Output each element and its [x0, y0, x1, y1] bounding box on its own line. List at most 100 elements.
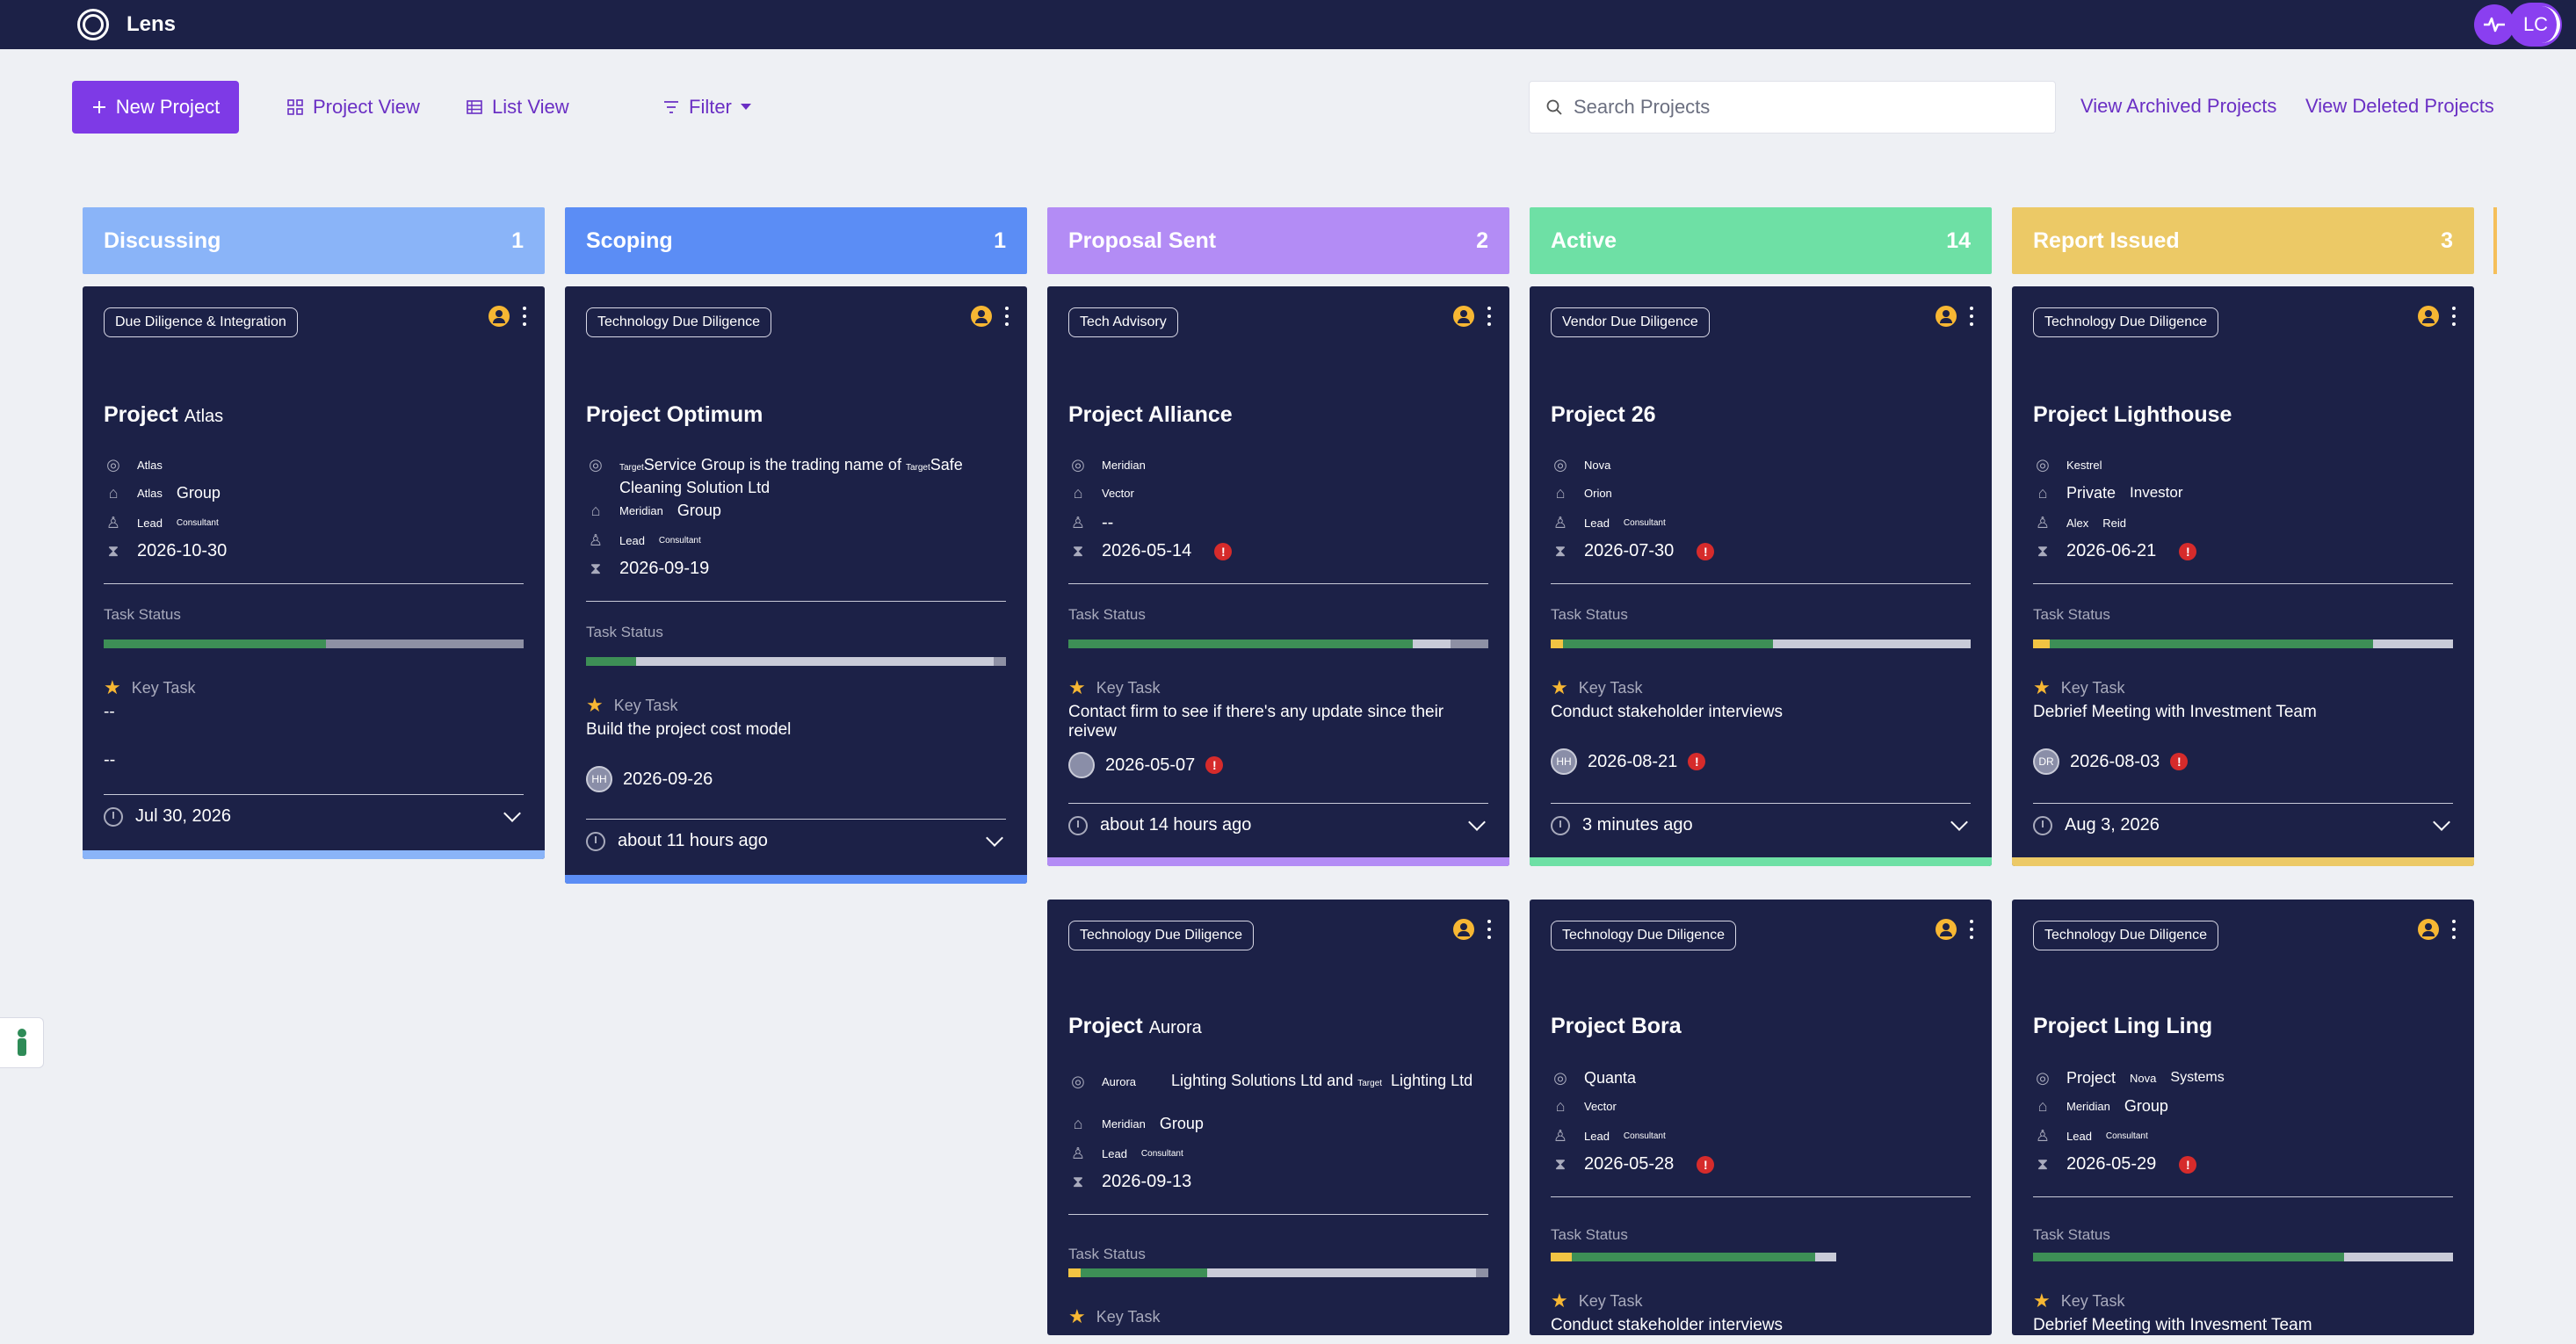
progress-other [1475, 1268, 1488, 1277]
project-card-lighthouse[interactable]: Technology Due Diligence Project Lightho… [2012, 286, 2474, 866]
more-vertical-icon[interactable] [522, 307, 527, 326]
owner-icon[interactable] [1453, 306, 1474, 327]
key-task-text: Conduct stakeholder interviews [1551, 1316, 1784, 1334]
logo-icon[interactable] [77, 9, 109, 40]
task-progress-bar [1551, 1253, 1971, 1261]
chevron-down-icon[interactable] [1468, 813, 1486, 831]
building-icon: ⌂ [2037, 1096, 2048, 1115]
pulse-icon[interactable] [2474, 4, 2514, 45]
owner-icon[interactable] [1936, 306, 1957, 327]
search-input[interactable] [1574, 96, 2030, 119]
owner-icon[interactable] [2418, 306, 2439, 327]
card-accent-bar [565, 875, 1027, 884]
clock-icon [1551, 815, 1570, 835]
column-title: Report Issued [2033, 228, 2180, 253]
client-row: ⌂ Atlas Group [104, 483, 221, 502]
star-icon: ★ [586, 694, 604, 716]
user-icon: ♙ [2035, 513, 2051, 531]
chevron-down-icon[interactable] [2433, 813, 2450, 831]
deadline-row: ⧗ 2026-05-28! [1551, 1154, 1715, 1174]
progress-done [2033, 1253, 2344, 1261]
user-icon: ♙ [1070, 1144, 1086, 1162]
project-title[interactable]: Project Lighthouse [2033, 402, 2232, 427]
column-title: Proposal Sent [1068, 228, 1217, 253]
project-title[interactable]: Project 26 [1551, 402, 1656, 427]
view-deleted-link[interactable]: View Deleted Projects [2305, 95, 2494, 117]
project-card-ling-ling[interactable]: Technology Due Diligence Project Ling Li… [2012, 900, 2474, 1335]
card-footer: Jul 30, 2026 [104, 804, 524, 827]
view-archived-link[interactable]: View Archived Projects [2080, 95, 2277, 117]
project-title[interactable]: Project Alliance [1068, 402, 1233, 427]
assignee-avatar[interactable]: DR [2033, 748, 2059, 775]
more-vertical-icon[interactable] [2451, 920, 2457, 939]
client-row: ⌂ Vector [1068, 483, 1134, 502]
chevron-down-icon[interactable] [986, 828, 1003, 847]
assignee-avatar[interactable]: HH [1551, 748, 1577, 775]
project-title[interactable]: Project Optimum [586, 402, 763, 427]
plus-icon [92, 101, 105, 113]
deadline-row: ⧗ 2026-06-21! [2033, 541, 2197, 561]
project-card-atlas[interactable]: Due Diligence & Integration Project Atla… [83, 286, 545, 859]
list-icon [467, 100, 482, 114]
hourglass-icon: ⧗ [1072, 1173, 1084, 1190]
key-task-text: Build the project cost model [586, 720, 792, 739]
feedback-tab[interactable] [0, 1017, 44, 1068]
brand-name[interactable]: Lens [127, 12, 177, 36]
project-title[interactable]: Project Aurora [1068, 1014, 1202, 1038]
owner-icon[interactable] [1453, 919, 1474, 940]
more-vertical-icon[interactable] [1969, 920, 1974, 939]
task-progress-bar [1551, 639, 1971, 648]
list-view-label: List View [492, 96, 569, 118]
last-updated: Jul 30, 2026 [135, 806, 231, 826]
user-icon: ♙ [1070, 514, 1086, 531]
list-view-button[interactable]: List View [466, 88, 569, 126]
deadline-row: ⧗ 2026-10-30 [104, 541, 228, 561]
assignee-avatar[interactable] [1068, 752, 1095, 778]
assignee-avatar[interactable]: HH [586, 766, 612, 792]
owner-icon[interactable] [2418, 919, 2439, 940]
project-card-26[interactable]: Vendor Due Diligence Project 26 ◎ Nova ⌂ O… [1530, 286, 1992, 866]
task-status-label: Task Status [104, 606, 181, 623]
service-tag: Technology Due Diligence [2033, 921, 2218, 950]
project-card-aurora[interactable]: Technology Due Diligence Project Aurora … [1047, 900, 1509, 1335]
new-project-label: New Project [115, 96, 221, 118]
project-card-alliance[interactable]: Tech Advisory Project Alliance ◎ Meridian… [1047, 286, 1509, 866]
service-tag: Tech Advisory [1068, 307, 1178, 337]
owner-icon[interactable] [1936, 919, 1957, 940]
user-icon: ♙ [1552, 1126, 1568, 1145]
progress-pending [1068, 1268, 1082, 1277]
card-accent-bar [1530, 857, 1992, 866]
user-avatar[interactable]: LC [2509, 3, 2562, 47]
project-title[interactable]: Project Ling Ling [2033, 1014, 2213, 1038]
more-vertical-icon[interactable] [1487, 307, 1492, 326]
new-project-button[interactable]: New Project [72, 81, 239, 134]
alert-icon: ! [2170, 753, 2189, 770]
card-accent-bar [83, 850, 545, 859]
chevron-down-icon[interactable] [1950, 813, 1968, 831]
target-row: ◎ Kestrel [2033, 455, 2102, 474]
target-icon: ◎ [1553, 1068, 1567, 1087]
user-icon: ♙ [588, 531, 604, 549]
more-vertical-icon[interactable] [1004, 307, 1009, 326]
next-column-edge[interactable] [2493, 207, 2497, 274]
more-vertical-icon[interactable] [1969, 307, 1974, 326]
chevron-down-icon[interactable] [503, 804, 521, 822]
project-card-bora[interactable]: Technology Due Diligence Project Bora ◎ Q… [1530, 900, 1992, 1335]
owner-icon[interactable] [488, 306, 510, 327]
project-card-optimum[interactable]: Technology Due Diligence Project Optimum… [565, 286, 1027, 884]
project-title[interactable]: Project Bora [1551, 1014, 1682, 1038]
project-view-button[interactable]: Project View [286, 88, 420, 126]
lead-row: ♙ Lead Consultant [586, 531, 701, 550]
lead-row: ♙ Lead Consultant [104, 513, 219, 532]
divider [1068, 583, 1488, 584]
lead-row: ♙ Alex Reid [2033, 513, 2126, 532]
key-task-meta: DR 2026-08-03! [2033, 748, 2189, 775]
project-title[interactable]: Project Atlas [104, 402, 224, 427]
more-vertical-icon[interactable] [1487, 920, 1492, 939]
filter-button[interactable]: Filter [662, 88, 751, 126]
owner-icon[interactable] [971, 306, 992, 327]
more-vertical-icon[interactable] [2451, 307, 2457, 326]
task-progress-bar [586, 657, 1006, 666]
task-progress-bar [2033, 1253, 2453, 1261]
hourglass-icon: ⧗ [2037, 1155, 2049, 1173]
